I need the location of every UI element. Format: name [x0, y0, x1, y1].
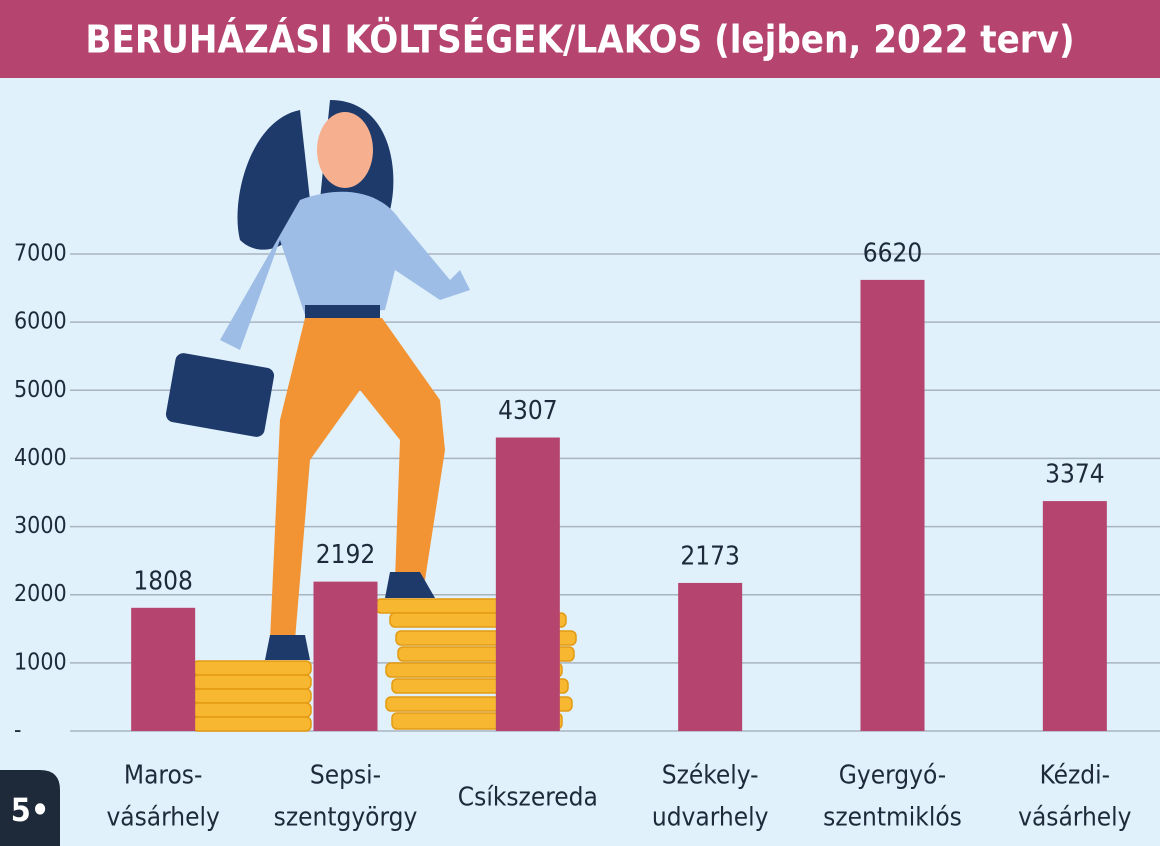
value-label: 4307 — [498, 396, 558, 426]
y-tick-label: 2000 — [14, 581, 67, 607]
y-tick-label: 7000 — [14, 241, 67, 267]
x-tick-label: Maros- — [124, 761, 203, 791]
bar — [678, 582, 743, 731]
y-tick-label: 5000 — [14, 377, 67, 403]
bar — [313, 581, 378, 731]
x-tick-label: Székely- — [662, 761, 759, 791]
value-label: 2192 — [316, 540, 376, 570]
y-tick-label: 6000 — [14, 309, 67, 335]
chart-title: BERUHÁZÁSI KÖLTSÉGEK/LAKOS (lejben, 2022… — [85, 18, 1074, 62]
x-tick-label: vásárhely — [1018, 803, 1132, 833]
title-bar — [0, 0, 1160, 78]
y-tick-label: - — [14, 718, 21, 744]
value-label: 6620 — [863, 238, 923, 268]
bar — [1042, 501, 1107, 731]
value-label: 2173 — [680, 541, 740, 571]
page-number: 5• — [11, 791, 49, 829]
x-tick-label: Sepsi- — [310, 761, 381, 791]
y-tick-label: 3000 — [14, 513, 67, 539]
bar — [131, 607, 196, 731]
x-tick-label: Csíkszereda — [458, 783, 598, 813]
x-tick-label: udvarhely — [652, 803, 769, 833]
bar — [495, 437, 560, 731]
plot: 1808 Maros-vásárhely 2192 Sepsi-szentgyörgy… — [106, 238, 1131, 832]
value-label: 1808 — [133, 566, 193, 596]
y-tick-label: 1000 — [14, 649, 67, 675]
grid: - 1000 2000 3000 4000 5000 6000 7000 — [14, 241, 1160, 744]
page-badge — [0, 770, 60, 846]
y-tick-label: 4000 — [14, 445, 67, 471]
bar — [860, 279, 925, 731]
value-label: 3374 — [1045, 460, 1105, 490]
x-tick-label: Gyergyó- — [839, 761, 946, 791]
x-tick-label: vásárhely — [106, 803, 220, 833]
x-tick-label: szentmiklós — [823, 803, 962, 833]
x-tick-label: szentgyörgy — [274, 803, 418, 833]
x-tick-label: Kézdi- — [1040, 761, 1111, 791]
